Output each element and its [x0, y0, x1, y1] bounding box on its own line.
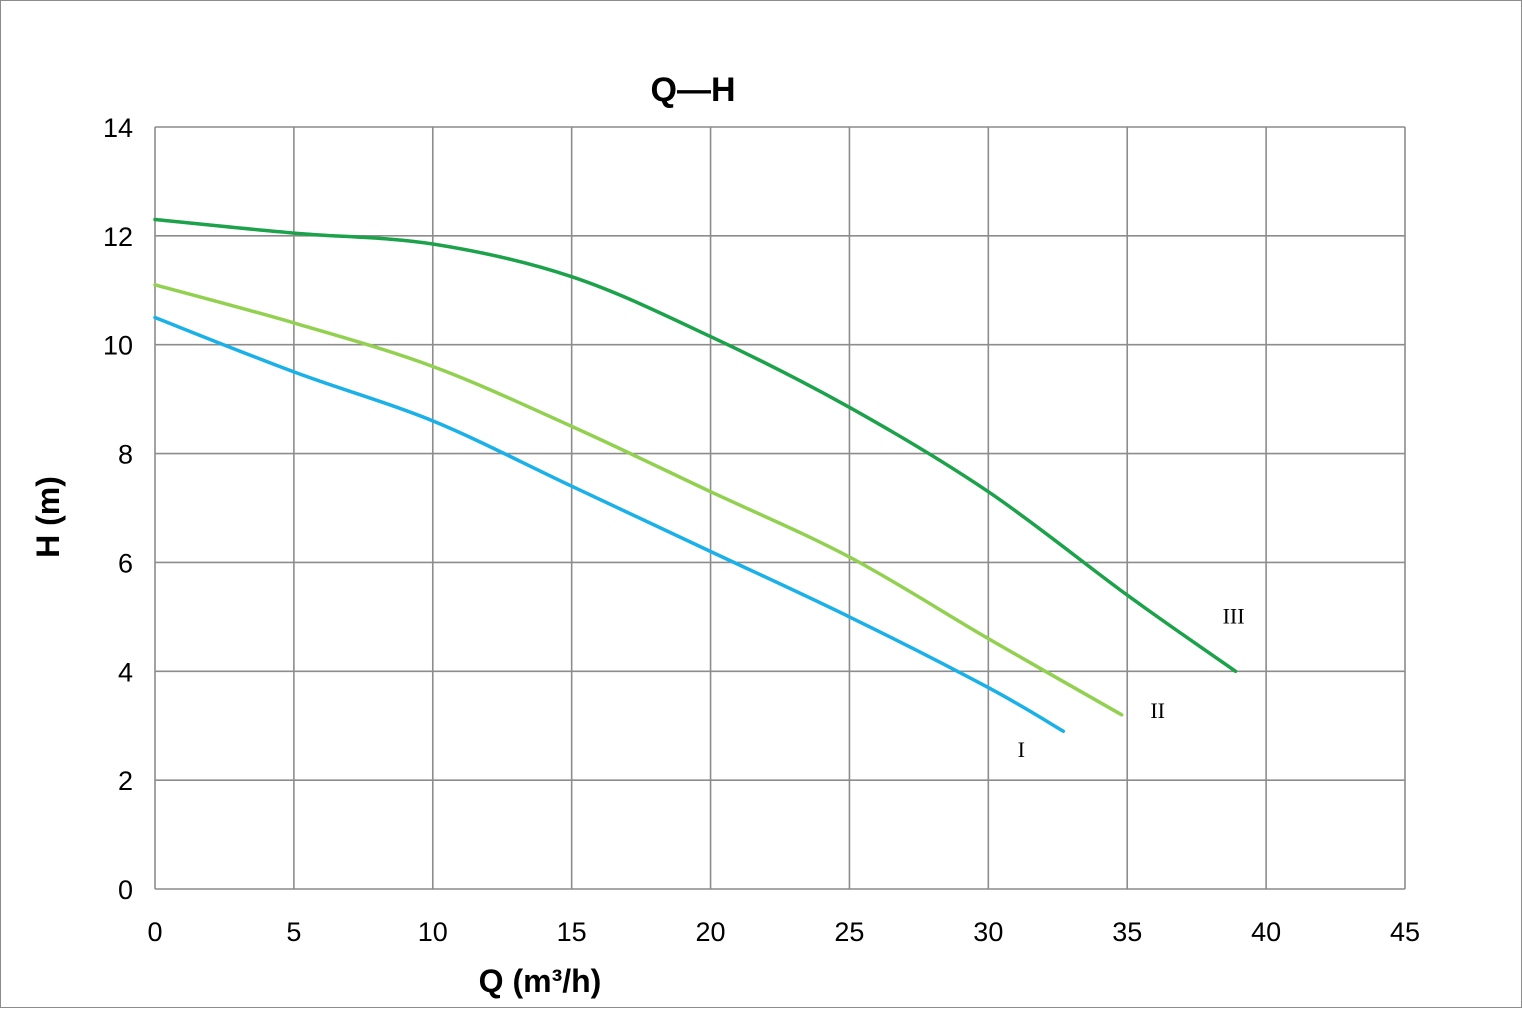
y-tick-label: 6 — [118, 548, 133, 578]
x-axis-label: Q (m³/h) — [479, 963, 602, 999]
x-tick-label: 10 — [418, 917, 448, 947]
x-tick-label: 30 — [973, 917, 1003, 947]
x-tick-label: 40 — [1251, 917, 1281, 947]
grid-lines — [154, 126, 1406, 890]
y-tick-label: 2 — [118, 766, 133, 796]
x-tick-label: 35 — [1112, 917, 1142, 947]
x-tick-label: 0 — [147, 917, 162, 947]
x-tick-label: 20 — [696, 917, 726, 947]
y-tick-label: 4 — [118, 657, 133, 687]
y-tick-label: 0 — [118, 875, 133, 905]
x-tick-label: 45 — [1390, 917, 1420, 947]
y-tick-labels: 0 2 4 6 8 10 12 14 — [103, 113, 133, 905]
series-label-3: III — [1223, 603, 1245, 628]
y-axis-label: H (m) — [30, 476, 66, 558]
x-tick-label: 25 — [834, 917, 864, 947]
series-label-1: I — [1018, 737, 1025, 762]
y-tick-label: 12 — [103, 222, 133, 252]
x-tick-labels: 0 5 10 15 20 25 30 35 40 45 — [147, 917, 1420, 947]
y-tick-label: 10 — [103, 331, 133, 361]
y-tick-label: 14 — [103, 113, 133, 143]
x-tick-label: 5 — [286, 917, 301, 947]
series-line-2 — [153, 283, 1124, 717]
series-line-1 — [153, 315, 1066, 733]
series-lines — [153, 217, 1238, 733]
x-tick-label: 15 — [557, 917, 587, 947]
y-tick-label: 8 — [118, 440, 133, 470]
series-line-3 — [153, 217, 1238, 674]
series-label-2: II — [1150, 698, 1165, 723]
chart-title: Q—H — [651, 71, 736, 109]
